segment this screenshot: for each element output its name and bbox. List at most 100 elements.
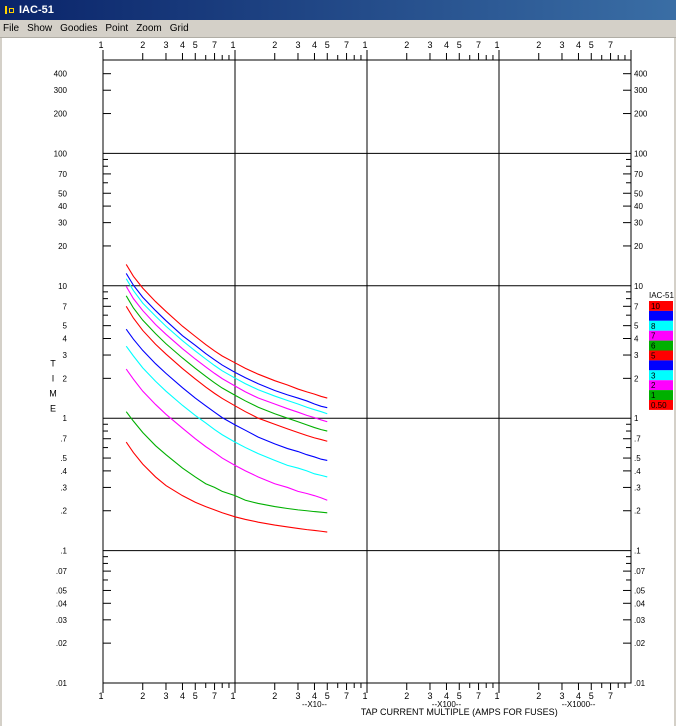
y-tick-label-left: 2 <box>63 374 68 383</box>
x-tick-label-top: 7 <box>344 40 349 50</box>
y-tick-label-left: 70 <box>58 170 67 179</box>
x-decade-label: --X100-- <box>432 700 462 709</box>
x-tick-label-bottom: 5 <box>457 691 462 701</box>
y-tick-label-right: .7 <box>634 435 641 444</box>
x-tick-label-bottom: 7 <box>212 691 217 701</box>
curve-series-unlabeled-6 <box>125 328 328 461</box>
y-tick-label-right: .05 <box>634 586 646 595</box>
x-decade-label: --X1000-- <box>562 700 596 709</box>
y-tick-label-left: .2 <box>60 507 67 516</box>
chart-curves <box>125 264 328 533</box>
window-frame-right <box>674 38 676 726</box>
x-tick-label-bottom: 3 <box>559 691 564 701</box>
curve-series-3 <box>125 345 328 478</box>
x-tick-label-bottom: 3 <box>295 691 300 701</box>
x-tick-label-bottom: 2 <box>536 691 541 701</box>
x-tick-label-top: 7 <box>476 40 481 50</box>
y-tick-label-right: 7 <box>634 302 639 311</box>
x-tick-label-top: 5 <box>457 40 462 50</box>
y-tick-label-left: 100 <box>54 149 68 158</box>
x-tick-label-bottom: 3 <box>427 691 432 701</box>
y-tick-label-left: 200 <box>54 110 68 119</box>
x-tick-label-bottom: 5 <box>193 691 198 701</box>
x-tick-label-top: 7 <box>608 40 613 50</box>
menu-grid[interactable]: Grid <box>169 23 189 34</box>
legend-swatch <box>649 360 673 371</box>
y-tick-label-right: 10 <box>634 282 643 291</box>
legend-swatch <box>649 301 673 311</box>
y-tick-label-left: .02 <box>56 639 68 648</box>
legend-swatch <box>649 390 673 400</box>
x-tick-label-bottom: 4 <box>576 691 581 701</box>
y-axis-title-letter: I <box>52 373 55 383</box>
curve-series-8 <box>125 278 328 415</box>
x-tick-label-bottom: 5 <box>325 691 330 701</box>
x-tick-label-top: 2 <box>404 40 409 50</box>
x-tick-label-bottom: 3 <box>163 691 168 701</box>
y-tick-label-left: 5 <box>63 322 68 331</box>
y-tick-label-left: .3 <box>60 483 67 492</box>
x-tick-label-bottom: 2 <box>404 691 409 701</box>
y-tick-label-left: 30 <box>58 219 67 228</box>
y-tick-label-left: .1 <box>60 547 67 556</box>
y-tick-label-left: 300 <box>54 86 68 95</box>
y-axis-title-letter: M <box>49 388 57 398</box>
y-tick-label-right: 40 <box>634 202 643 211</box>
legend-swatch <box>649 330 673 341</box>
legend-swatch <box>649 340 673 351</box>
time-current-chart[interactable]: 1122334455771122334455771122334455771122… <box>0 38 676 726</box>
legend-entry-label: 10 <box>651 302 660 311</box>
x-axis-title: TAP CURRENT MULTIPLE (AMPS FOR FUSES) <box>361 707 558 717</box>
x-tick-label-bottom: 2 <box>272 691 277 701</box>
y-axis-title-letter: T <box>50 358 56 368</box>
legend-swatch <box>649 350 673 361</box>
x-tick-label-bottom: 5 <box>589 691 594 701</box>
y-tick-label-left: 4 <box>63 334 68 343</box>
x-tick-label-top: 1 <box>98 40 103 50</box>
menu-goodies[interactable]: Goodies <box>60 23 98 34</box>
y-tick-label-left: .01 <box>56 679 68 688</box>
x-tick-label-bottom: 2 <box>140 691 145 701</box>
legend-entry-label: 2 <box>651 381 656 390</box>
curve-series-7 <box>125 286 328 423</box>
chart-ticks: 1122334455771122334455771122334455771122… <box>54 40 648 701</box>
y-tick-label-right: 50 <box>634 189 643 198</box>
window-frame-left <box>0 38 2 726</box>
y-tick-label-right: 1 <box>634 414 639 423</box>
x-tick-label-bottom: 1 <box>98 691 103 701</box>
x-tick-label-top: 2 <box>272 40 277 50</box>
title-bar: IAC-51 <box>0 0 676 20</box>
y-tick-label-right: 300 <box>634 86 648 95</box>
curve-series-5 <box>125 306 328 442</box>
curve-series-10 <box>125 264 328 399</box>
x-tick-label-bottom: 7 <box>344 691 349 701</box>
legend-entry-label: 6 <box>651 342 656 351</box>
menu-show[interactable]: Show <box>27 23 53 34</box>
y-tick-label-right: .5 <box>634 454 641 463</box>
curve-series-2 <box>125 368 328 501</box>
x-tick-label-top: 3 <box>163 40 168 50</box>
x-tick-label-top: 3 <box>559 40 564 50</box>
y-tick-label-left: .7 <box>60 435 67 444</box>
y-tick-label-right: 200 <box>634 110 648 119</box>
app-icon <box>5 5 15 15</box>
y-tick-label-right: .04 <box>634 599 646 608</box>
menu-file[interactable]: File <box>3 23 20 34</box>
y-tick-label-right: .2 <box>634 507 641 516</box>
legend-entry-label: 0.50 <box>651 401 667 410</box>
x-tick-label-top: 1 <box>494 40 499 50</box>
menu-zoom[interactable]: Zoom <box>136 23 162 34</box>
menu-point[interactable]: Point <box>105 23 129 34</box>
y-tick-label-right: 4 <box>634 334 639 343</box>
y-tick-label-right: 3 <box>634 351 639 360</box>
legend-swatch <box>649 310 673 321</box>
y-tick-label-right: 20 <box>634 242 643 251</box>
y-tick-label-right: .1 <box>634 547 641 556</box>
x-tick-label-bottom: 4 <box>444 691 449 701</box>
y-tick-label-right: .01 <box>634 679 646 688</box>
x-tick-label-bottom: 4 <box>180 691 185 701</box>
y-tick-label-right: 2 <box>634 374 639 383</box>
y-tick-label-right: 400 <box>634 70 648 79</box>
x-decade-label: --X10-- <box>302 700 327 709</box>
